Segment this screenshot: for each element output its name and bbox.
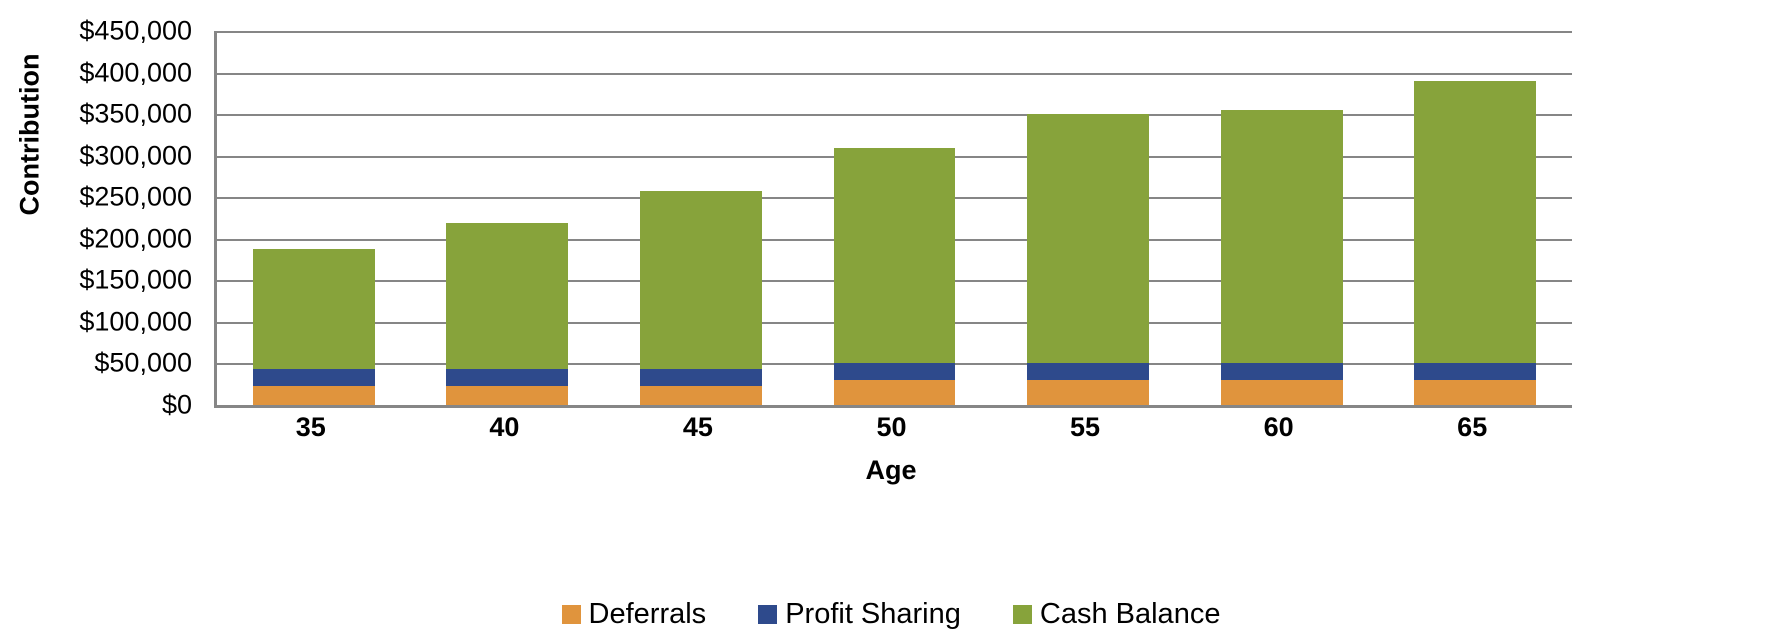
bar-segment-deferrals[interactable] (1414, 379, 1537, 405)
y-tick-label: $50,000 (94, 347, 192, 378)
bar-group[interactable] (1027, 31, 1150, 405)
y-tick-label: $0 (161, 389, 192, 420)
legend-item[interactable]: Deferrals (561, 598, 707, 630)
legend-label: Profit Sharing (785, 598, 961, 630)
bar-segment-cash-balance[interactable] (1220, 109, 1343, 364)
y-tick-label: $200,000 (79, 223, 192, 254)
x-axis-tick-labels: 35 40 45 50 55 60 65 (214, 412, 1569, 452)
y-tick-label: $300,000 (79, 140, 192, 171)
x-tick-label: 50 (876, 412, 907, 442)
legend-label: Deferrals (588, 598, 707, 630)
y-tick-label: $100,000 (79, 306, 192, 337)
bar-segment-profit-sharing[interactable] (252, 369, 375, 386)
legend-swatch-icon (1012, 605, 1032, 624)
gridline (217, 31, 1572, 33)
bar-group[interactable] (252, 31, 375, 405)
bar-segment-cash-balance[interactable] (446, 223, 569, 370)
chart-legend: Deferrals Profit Sharing Cash Balance (0, 600, 1782, 629)
bar-segment-profit-sharing[interactable] (1220, 363, 1343, 380)
bar-segment-profit-sharing[interactable] (446, 369, 569, 386)
bar-group[interactable] (833, 31, 956, 405)
bar-segment-cash-balance[interactable] (1027, 114, 1150, 364)
bar-segment-profit-sharing[interactable] (1414, 363, 1537, 380)
y-tick-label: $450,000 (79, 15, 192, 46)
bar-segment-cash-balance[interactable] (833, 148, 956, 364)
x-tick-label: 45 (682, 412, 713, 442)
bar-segment-deferrals[interactable] (252, 385, 375, 405)
x-tick-label: 55 (1070, 412, 1101, 442)
bar-group[interactable] (1220, 31, 1343, 405)
gridline (217, 72, 1572, 75)
y-tick-label: $250,000 (79, 181, 192, 212)
bar-segment-profit-sharing[interactable] (639, 369, 762, 386)
bar-segment-deferrals[interactable] (446, 385, 569, 405)
bar-segment-cash-balance[interactable] (639, 191, 762, 370)
bars-layer (217, 31, 1572, 405)
bar-segment-cash-balance[interactable] (1414, 80, 1537, 364)
legend-item[interactable]: Profit Sharing (758, 600, 961, 629)
x-tick-label: 40 (489, 412, 520, 442)
plot-area (214, 31, 1572, 408)
bar-segment-deferrals[interactable] (1027, 379, 1150, 405)
legend-swatch-icon (561, 605, 581, 624)
y-tick-label: $400,000 (79, 57, 192, 88)
legend-label: Cash Balance (1039, 598, 1221, 630)
legend-item[interactable]: Cash Balance (1012, 598, 1221, 630)
y-tick-label: $350,000 (79, 98, 192, 129)
bar-segment-profit-sharing[interactable] (833, 363, 956, 380)
x-tick-label: 35 (295, 412, 326, 442)
x-axis-title: Age (865, 455, 917, 485)
bar-segment-cash-balance[interactable] (252, 248, 375, 370)
y-tick-label: $150,000 (79, 264, 192, 295)
x-tick-label: 60 (1263, 412, 1294, 442)
bar-group[interactable] (446, 31, 569, 405)
legend-swatch-icon (758, 605, 778, 624)
bar-segment-profit-sharing[interactable] (1027, 363, 1150, 380)
gridline (217, 114, 1572, 117)
bar-segment-deferrals[interactable] (639, 385, 762, 405)
x-tick-label: 65 (1457, 412, 1488, 442)
y-axis-tick-labels: $0 $50,000 $100,000 $150,000 $200,000 $250,00… (40, 0, 202, 430)
bar-group[interactable] (1414, 31, 1537, 405)
bar-group[interactable] (639, 31, 762, 405)
bar-segment-deferrals[interactable] (833, 379, 956, 405)
bar-segment-deferrals[interactable] (1220, 379, 1343, 405)
